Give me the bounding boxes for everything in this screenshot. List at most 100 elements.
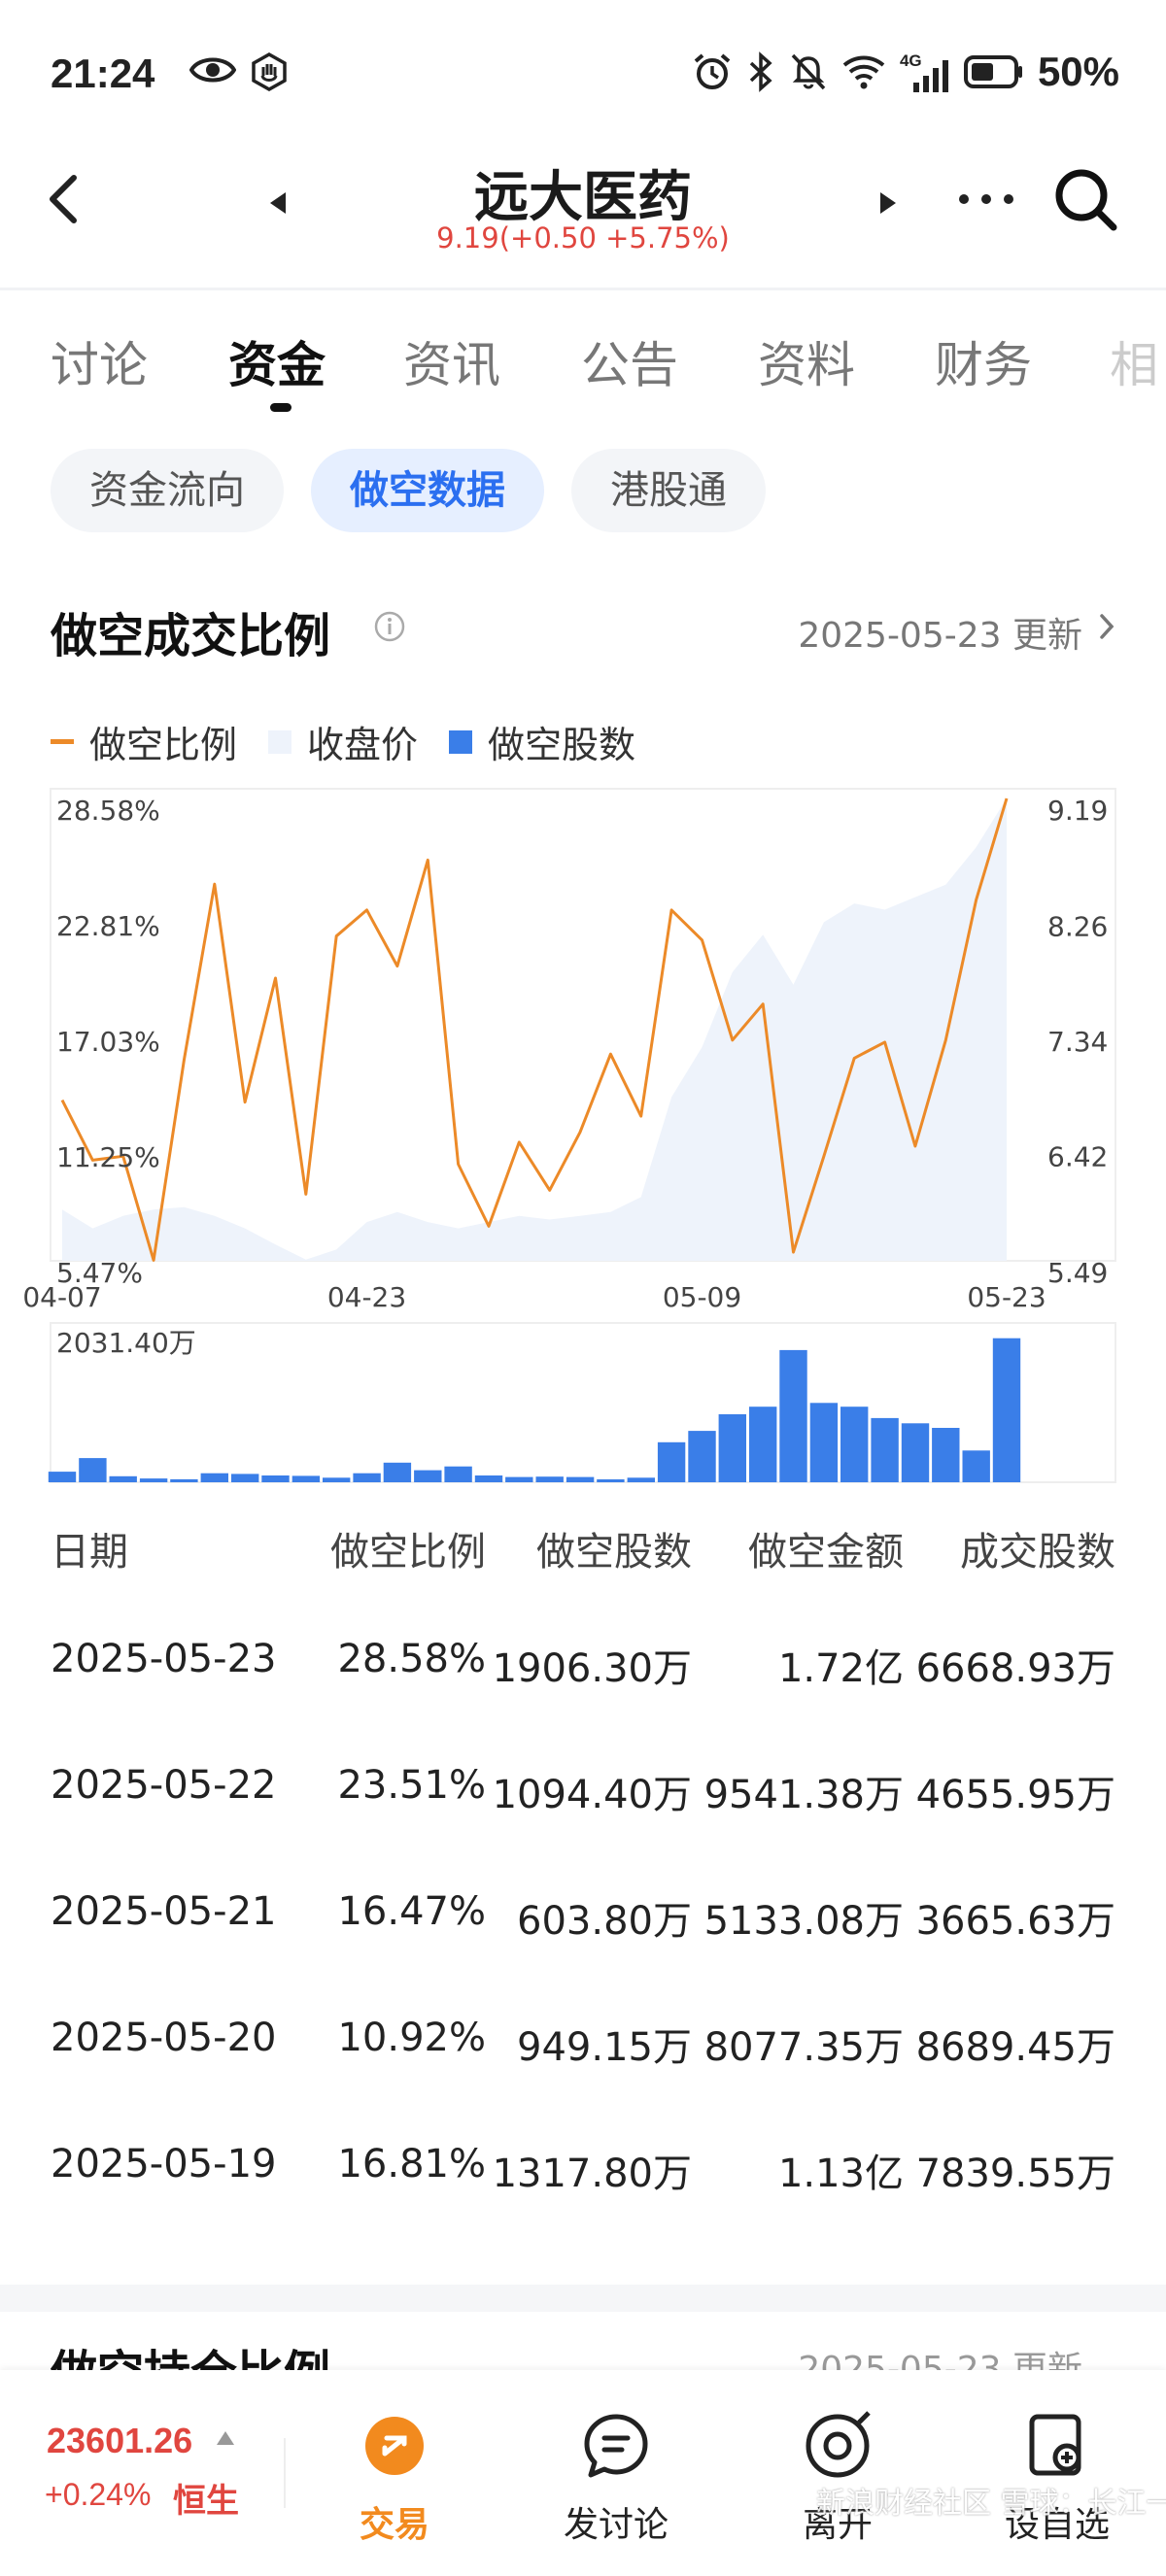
short-shares-bar	[840, 1407, 869, 1482]
short-ratio-line	[60, 797, 1009, 1262]
tab-related[interactable]: 相	[1110, 337, 1158, 393]
short-shares-bar	[901, 1423, 930, 1482]
short-shares-bar	[474, 1475, 503, 1482]
status-time: 21:24	[51, 51, 155, 96]
nav-leave[interactable]: 离开	[750, 2409, 925, 2547]
short-shares-bar	[688, 1431, 716, 1482]
x-axis-tick-label: 04-07	[22, 1281, 101, 1313]
short-shares-bar	[170, 1478, 198, 1482]
hand-icon	[252, 52, 287, 91]
more-options-icon[interactable]	[952, 180, 1020, 219]
cell-date: 2025-05-19	[51, 2142, 277, 2186]
short-shares-bar	[353, 1473, 381, 1482]
tab-discussion[interactable]: 讨论	[51, 337, 148, 393]
tab-capital[interactable]: 资金	[228, 337, 326, 393]
cell-volume: 3665.63万	[915, 1899, 1115, 1944]
cell-ratio: 16.81%	[337, 2142, 486, 2186]
subtab-capital-flow[interactable]: 资金流向	[51, 449, 284, 532]
subtab-southbound[interactable]: 港股通	[571, 449, 766, 532]
short-shares-bar	[444, 1466, 472, 1482]
table-row: 2025-05-20 10.92% 949.15万 8077.35万 8689.…	[0, 2016, 1166, 2142]
close-price-area	[62, 798, 1007, 1261]
legend-short-ratio[interactable]: 做空比例	[51, 715, 237, 768]
nav-post-discussion[interactable]: 发讨论	[529, 2409, 703, 2547]
short-shares-bar	[718, 1414, 746, 1482]
update-date-link[interactable]: 2025-05-23 更新	[798, 616, 1082, 656]
left-axis-tick-label: 28.58%	[56, 795, 160, 827]
table-row: 2025-05-23 28.58% 1906.30万 1.72亿 6668.93…	[0, 1637, 1166, 1763]
right-axis-tick-label: 9.19	[1047, 795, 1108, 827]
cell-amount: 8077.35万	[703, 2025, 904, 2070]
next-section-title: 做空持仓比例	[51, 2346, 330, 2370]
short-shares-bar	[992, 1338, 1021, 1482]
table-row: 2025-05-21 16.47% 603.80万 5133.08万 3665.…	[0, 1889, 1166, 2016]
nav-label: 交易	[359, 2505, 429, 2545]
tab-profile[interactable]: 资料	[758, 337, 855, 393]
right-axis-tick-label: 7.34	[1047, 1026, 1108, 1058]
cell-amount: 1.72亿	[777, 1646, 904, 1691]
index-name[interactable]: 恒生	[173, 2482, 239, 2521]
left-axis-tick-label: 17.03%	[56, 1026, 160, 1058]
tab-announcements[interactable]: 公告	[581, 337, 678, 393]
network-type: 4G	[899, 51, 922, 70]
nav-label: 离开	[802, 2505, 873, 2545]
stock-header: 远大医药 9.19(+0.50 +5.75%)	[0, 146, 1166, 291]
trade-icon	[365, 2417, 424, 2475]
short-shares-bar	[749, 1407, 777, 1482]
cell-ratio: 23.51%	[337, 1763, 486, 1808]
triangle-up-icon	[217, 2431, 234, 2445]
subtab-short-data[interactable]: 做空数据	[311, 449, 544, 532]
next-stock-icon[interactable]	[873, 188, 902, 218]
short-shares-bar	[48, 1472, 77, 1482]
nav-trade[interactable]: 交易	[307, 2409, 482, 2547]
cell-volume: 6668.93万	[915, 1646, 1115, 1691]
section-separator	[0, 2285, 1166, 2312]
cell-shares: 1906.30万	[492, 1646, 692, 1691]
short-shares-bar	[932, 1428, 960, 1482]
right-axis-tick-label: 6.42	[1047, 1140, 1108, 1172]
column-header-amount: 做空金额	[748, 1530, 904, 1575]
cell-date: 2025-05-20	[51, 2016, 277, 2060]
cell-amount: 9541.38万	[703, 1773, 904, 1817]
back-icon[interactable]	[35, 170, 93, 228]
chart-svg[interactable]: 28.58% 22.81% 17.03% 11.25% 5.47% 9.19 8.26 7.3…	[0, 777, 1166, 1496]
info-icon[interactable]	[373, 610, 406, 643]
previous-stock-icon[interactable]	[264, 188, 293, 218]
nav-label: 发讨论	[563, 2505, 669, 2545]
column-header-volume: 成交股数	[960, 1530, 1115, 1575]
cell-ratio: 28.58%	[337, 1637, 486, 1681]
table-row: 2025-05-19 16.81% 1317.80万 1.13亿 7839.55…	[0, 2142, 1166, 2268]
bottom-nav-bar: 23601.26 +0.24% 恒生 交易 发讨论 离开 设自选	[0, 2370, 1166, 2576]
legend-short-shares[interactable]: 做空股数	[449, 715, 635, 768]
cell-shares: 1094.40万	[492, 1773, 692, 1817]
tab-news[interactable]: 资讯	[403, 337, 500, 393]
chevron-right-icon[interactable]	[1092, 610, 1121, 643]
cell-shares: 949.15万	[517, 2025, 692, 2070]
post-discussion-icon	[584, 2414, 648, 2478]
short-shares-bar	[566, 1476, 595, 1482]
table-row: 2025-05-22 23.51% 1094.40万 9541.38万 4655…	[0, 1763, 1166, 1889]
x-axis-tick-label: 04-23	[327, 1281, 406, 1313]
status-bar: 21:24 4G	[0, 0, 1166, 146]
nav-add-watchlist[interactable]: 设自选	[970, 2409, 1145, 2547]
legend-bar-swatch	[449, 729, 473, 754]
tab-financials[interactable]: 财务	[935, 337, 1032, 393]
cell-date: 2025-05-21	[51, 1889, 277, 1934]
short-shares-bar	[231, 1474, 259, 1482]
search-icon[interactable]	[1051, 165, 1121, 235]
next-section-date[interactable]: 2025-05-23 更新	[798, 2351, 1082, 2370]
short-shares-bar	[597, 1479, 625, 1482]
cell-amount: 1.13亿	[777, 2152, 904, 2196]
status-left-icons	[189, 52, 289, 91]
chart-legend: 做空比例 收盘价 做空股数	[51, 715, 667, 768]
legend-label: 收盘价	[307, 724, 419, 766]
short-shares-bar	[535, 1476, 564, 1482]
battery-icon	[963, 55, 1022, 88]
legend-close-price[interactable]: 收盘价	[268, 715, 418, 768]
cell-volume: 8689.45万	[915, 2025, 1115, 2070]
short-ratio-chart[interactable]: 28.58% 22.81% 17.03% 11.25% 5.47% 9.19 8.26 7.3…	[0, 777, 1166, 1496]
index-change[interactable]: +0.24%	[45, 2477, 152, 2512]
cell-shares: 603.80万	[517, 1899, 692, 1944]
header-divider	[0, 288, 1166, 290]
index-value[interactable]: 23601.26	[47, 2421, 193, 2460]
